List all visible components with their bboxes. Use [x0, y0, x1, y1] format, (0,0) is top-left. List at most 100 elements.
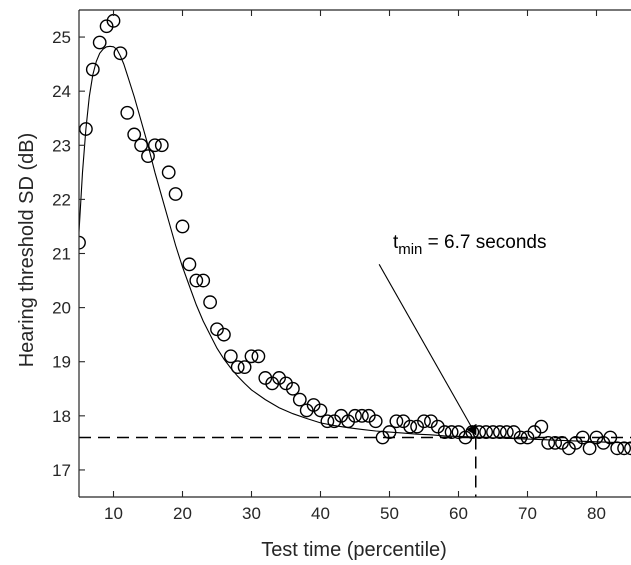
- data-point: [230, 360, 245, 375]
- data-point: [223, 349, 238, 364]
- data-point: [141, 149, 155, 164]
- plot-area: [79, 13, 631, 497]
- data-point: [617, 441, 631, 456]
- data-point: [92, 35, 107, 50]
- y-tick-label: 20: [52, 299, 71, 318]
- y-axis-label: Hearing threshold SD (dB): [16, 133, 38, 368]
- data-point: [479, 425, 493, 439]
- data-point: [492, 425, 507, 439]
- x-tick-label: 60: [449, 504, 468, 523]
- data-point: [237, 360, 252, 375]
- data-point: [527, 425, 542, 439]
- x-tick-label: 50: [380, 504, 399, 523]
- data-point: [541, 435, 556, 450]
- data-point: [403, 419, 418, 434]
- annotation-rest: = 6.7 seconds: [422, 232, 546, 253]
- data-point: [168, 187, 183, 201]
- x-tick-label: 40: [311, 504, 330, 523]
- x-tick-label: 70: [518, 504, 537, 523]
- data-point: [99, 19, 114, 34]
- data-point: [196, 273, 211, 288]
- t-min-annotation: tmin = 6.7 seconds: [393, 232, 547, 258]
- data-point: [327, 414, 342, 429]
- y-tick-label: 25: [52, 28, 71, 47]
- y-tick-label: 21: [52, 245, 71, 264]
- data-point: [272, 371, 286, 385]
- y-tick-label: 19: [52, 353, 71, 372]
- data-point: [348, 408, 362, 423]
- data-point: [382, 425, 397, 439]
- data-point: [354, 408, 369, 423]
- data-point: [513, 430, 528, 445]
- data-point: [458, 430, 473, 445]
- data-point: [120, 105, 135, 120]
- data-point: [341, 414, 355, 429]
- data-point: [430, 419, 445, 434]
- data-point: [396, 414, 411, 429]
- data-point: [506, 425, 521, 439]
- annotation-arrow: [378, 264, 477, 436]
- data-point: [562, 441, 576, 456]
- data-point: [437, 425, 452, 439]
- x-tick-label: 80: [587, 504, 606, 523]
- data-point: [216, 327, 231, 342]
- data-point: [258, 371, 273, 385]
- data-point: [79, 122, 93, 136]
- data-point: [175, 219, 190, 234]
- data-point: [534, 419, 549, 434]
- data-point: [334, 408, 349, 423]
- data-point: [361, 408, 376, 423]
- data-point: [596, 435, 611, 450]
- y-tick-label: 22: [52, 190, 71, 209]
- data-point: [575, 430, 590, 445]
- data-point: [603, 430, 618, 445]
- data-point: [279, 376, 293, 391]
- data-point: [210, 322, 224, 337]
- data-point: [499, 425, 514, 439]
- data-point: [85, 62, 100, 77]
- data-point: [444, 425, 459, 439]
- data-point: [555, 435, 569, 450]
- data-point: [285, 381, 300, 396]
- data-point: [189, 273, 204, 288]
- data-point: [313, 403, 328, 418]
- data-point: [417, 414, 431, 429]
- data-point: [265, 376, 280, 391]
- data-point: [610, 441, 625, 456]
- data-point: [161, 165, 176, 180]
- annotation-t: t: [393, 232, 399, 253]
- x-tick-label: 30: [242, 504, 261, 523]
- data-point: [147, 138, 162, 153]
- x-tick-label: 10: [104, 504, 123, 523]
- data-point: [127, 127, 142, 142]
- data-point: [389, 414, 404, 429]
- y-tick-label: 23: [52, 136, 71, 155]
- data-point: [582, 441, 597, 456]
- data-point: [368, 414, 383, 429]
- x-tick-label: 20: [173, 504, 192, 523]
- data-point: [320, 414, 335, 429]
- x-axis-label: Test time (percentile): [261, 539, 447, 561]
- data-point: [410, 419, 424, 434]
- y-tick-label: 18: [52, 407, 71, 426]
- data-point: [423, 414, 438, 429]
- data-point: [154, 138, 169, 153]
- data-point: [299, 403, 314, 418]
- data-point: [520, 430, 535, 445]
- data-point: [251, 349, 266, 364]
- data-point: [203, 295, 218, 310]
- data-point: [568, 435, 583, 450]
- data-point: [113, 46, 128, 61]
- y-tick-label: 24: [52, 82, 71, 101]
- annotation-subscript: min: [398, 241, 422, 258]
- data-point: [589, 430, 604, 445]
- data-point: [306, 398, 321, 412]
- fit-curve: [79, 45, 631, 444]
- y-tick-label: 17: [52, 461, 71, 480]
- data-point: [375, 430, 390, 445]
- data-point: [451, 425, 466, 439]
- data-point: [292, 392, 307, 407]
- data-point: [182, 257, 197, 272]
- data-point: [548, 435, 562, 450]
